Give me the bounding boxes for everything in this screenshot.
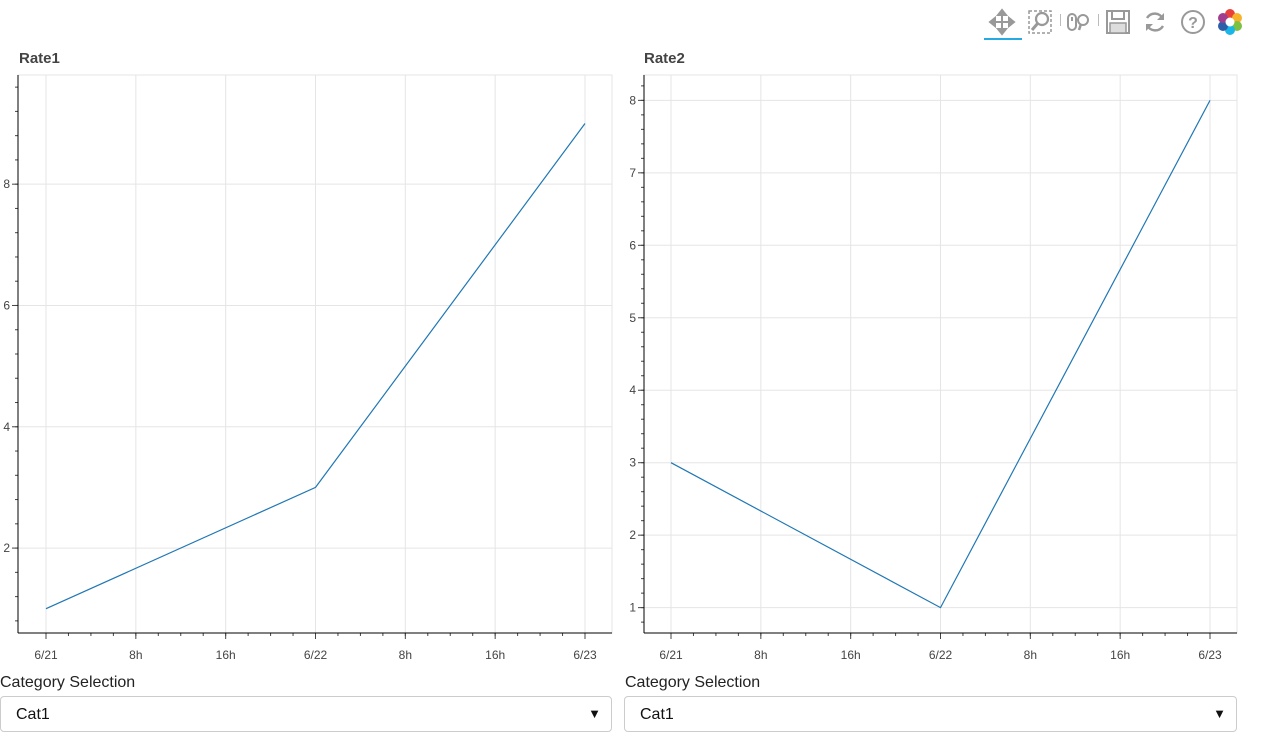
svg-text:?: ?	[1188, 15, 1198, 32]
x-tick-label: 16h	[841, 648, 861, 662]
wheel-zoom-icon[interactable]	[1064, 8, 1092, 36]
x-tick-label: 8h	[399, 648, 412, 662]
box-zoom-icon[interactable]	[1026, 8, 1054, 36]
x-tick-label: 16h	[485, 648, 505, 662]
y-tick-label: 6	[3, 298, 10, 312]
series-line	[45, 123, 586, 610]
y-tick-label: 4	[629, 383, 636, 397]
plot-title-rate2: Rate2	[644, 50, 685, 67]
series-line	[670, 100, 1211, 609]
x-tick-label: 8h	[1024, 648, 1037, 662]
toolbar-divider	[1060, 14, 1061, 26]
category-select-value: Cat1	[16, 706, 50, 723]
y-tick-label: 8	[629, 93, 636, 107]
y-tick-label: 7	[629, 166, 636, 180]
category-selection-label: Category Selection	[625, 674, 761, 691]
chevron-down-icon: ▼	[588, 706, 601, 721]
category-selection-label: Category Selection	[0, 674, 136, 691]
line-chart-rate2[interactable]: 1 2 3 4 5 6 7 8 6/21 8h 16h 6/22 8h 16h 6/23	[0, 0, 1263, 670]
x-tick-label: 16h	[1110, 648, 1130, 662]
x-tick-label: 16h	[216, 648, 236, 662]
y-tick-label: 2	[3, 541, 10, 555]
x-tick-label: 6/22	[929, 648, 953, 662]
y-tick-label: 3	[629, 456, 636, 470]
x-tick-label: 6/23	[1198, 648, 1222, 662]
y-tick-label: 5	[629, 311, 636, 325]
x-tick-label: 6/23	[573, 648, 597, 662]
bokeh-logo-icon[interactable]	[1216, 8, 1244, 36]
y-tick-label: 2	[629, 528, 636, 542]
y-tick-label: 8	[3, 177, 10, 191]
category-select-value: Cat1	[640, 706, 674, 723]
help-icon[interactable]: ?	[1179, 8, 1207, 36]
x-tick-label: 6/22	[304, 648, 328, 662]
x-tick-label: 6/21	[34, 648, 58, 662]
category-select[interactable]: Cat1 ▼	[624, 696, 1237, 732]
save-icon[interactable]	[1104, 8, 1132, 36]
active-tool-indicator	[984, 38, 1022, 40]
x-tick-label: 6/21	[659, 648, 683, 662]
pan-icon[interactable]	[988, 8, 1016, 36]
y-tick-label: 1	[629, 601, 636, 615]
reset-icon[interactable]	[1141, 8, 1169, 36]
x-tick-label: 8h	[754, 648, 767, 662]
plot-title-rate1: Rate1	[19, 50, 60, 67]
x-tick-label: 8h	[129, 648, 142, 662]
line-chart-rate1[interactable]: 2 4 6 8 6/21 8h 16h 6/22 8h 16h 6/23	[0, 0, 630, 670]
y-tick-label: 6	[629, 238, 636, 252]
y-tick-label: 4	[3, 420, 10, 434]
category-select[interactable]: Cat1 ▼	[0, 696, 612, 732]
toolbar-divider	[1098, 14, 1099, 26]
chevron-down-icon: ▼	[1213, 706, 1226, 721]
